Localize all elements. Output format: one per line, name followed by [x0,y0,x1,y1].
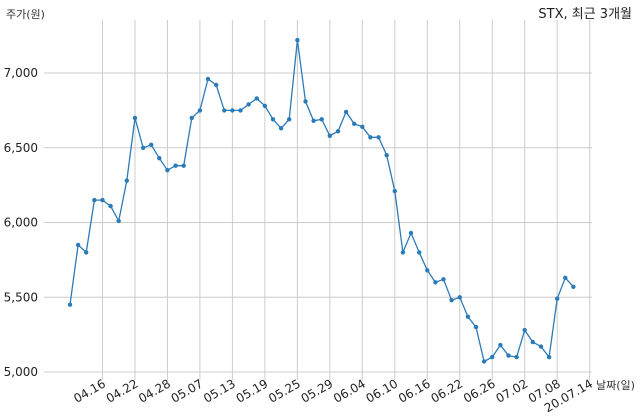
x-tick-label: 07.02 [493,376,530,405]
data-point [360,124,365,129]
x-tick-label: 04.16 [71,376,108,405]
data-point [230,108,235,113]
data-point [400,250,406,255]
x-tick-label: 05.13 [201,376,238,405]
data-point [563,275,568,280]
data-point [530,339,535,345]
data-point [84,250,89,255]
data-point [327,133,332,138]
data-point [449,298,454,303]
data-point [457,295,462,300]
grid-lines [44,20,592,380]
data-point [425,268,430,273]
price-points [67,37,576,364]
data-point [140,145,146,150]
x-tick-label: 06.26 [461,376,498,405]
y-tick-label: 7,000 [4,66,38,80]
x-tick-label: 06.10 [364,376,401,405]
y-tick-label: 6,500 [4,141,38,155]
y-axis-label: 주가(원) [6,8,45,21]
data-point [254,96,259,101]
price-line [69,40,574,363]
data-point [408,230,414,236]
data-point [132,115,138,121]
data-point [205,76,211,82]
data-point [311,118,316,124]
data-point [197,108,203,113]
x-tick-label: 05.25 [266,376,303,405]
data-point [124,178,129,183]
data-point [303,99,308,104]
data-point [522,327,527,333]
data-point [75,242,81,248]
data-point [181,163,186,168]
data-point [384,153,389,158]
data-point [417,250,422,255]
data-point [490,354,495,360]
x-tick-label: 05.07 [169,376,206,405]
data-point [481,359,487,364]
data-point [473,324,479,330]
y-tick-label: 5,500 [4,290,38,304]
data-point [270,117,276,122]
data-point [278,126,284,131]
data-point [514,354,519,360]
x-axis-label: 날짜(일) [596,378,635,392]
data-point [165,168,170,173]
x-tick-label: 06.04 [331,376,368,405]
data-point [392,188,397,194]
data-point [368,135,373,140]
data-point [538,344,544,349]
data-point [433,280,438,285]
data-point [546,354,552,360]
data-point [335,129,341,134]
x-tick-label: 05.19 [234,376,271,405]
data-point [287,117,292,122]
data-point [319,117,324,122]
data-point [295,37,300,43]
data-point [238,108,243,113]
data-point [92,197,97,203]
x-tick-label: 06.16 [396,376,433,405]
data-point [67,302,73,307]
data-point [116,218,121,224]
y-tick-label: 6,000 [4,216,38,230]
data-point [189,115,194,121]
data-point [108,203,113,209]
data-point [352,121,357,127]
data-point [498,342,503,348]
x-tick-label: 04.28 [136,376,173,405]
data-point [246,102,251,107]
data-point [506,353,511,358]
y-axis-ticks: 5,000 5,500 6,000 6,500 7,000 [4,66,38,379]
data-point [100,197,105,203]
data-point [214,82,219,88]
y-tick-label: 5,000 [4,365,38,379]
data-point [173,163,178,168]
data-point [465,314,471,319]
data-point [222,108,227,113]
data-point [376,135,381,140]
x-tick-label: 06.22 [429,376,466,405]
data-point [149,142,154,147]
x-tick-label: 05.29 [299,376,336,405]
chart-title: STX, 최근 3개월 [538,7,632,22]
x-axis-ticks: 04.1604.2204.2805.0705.1305.1905.2505.29… [71,376,595,415]
data-point [571,284,576,289]
data-point [262,103,268,109]
data-point [343,109,349,115]
x-tick-label: 04.22 [104,376,141,405]
data-point [555,296,560,301]
data-point [157,156,162,161]
data-point [441,277,446,282]
